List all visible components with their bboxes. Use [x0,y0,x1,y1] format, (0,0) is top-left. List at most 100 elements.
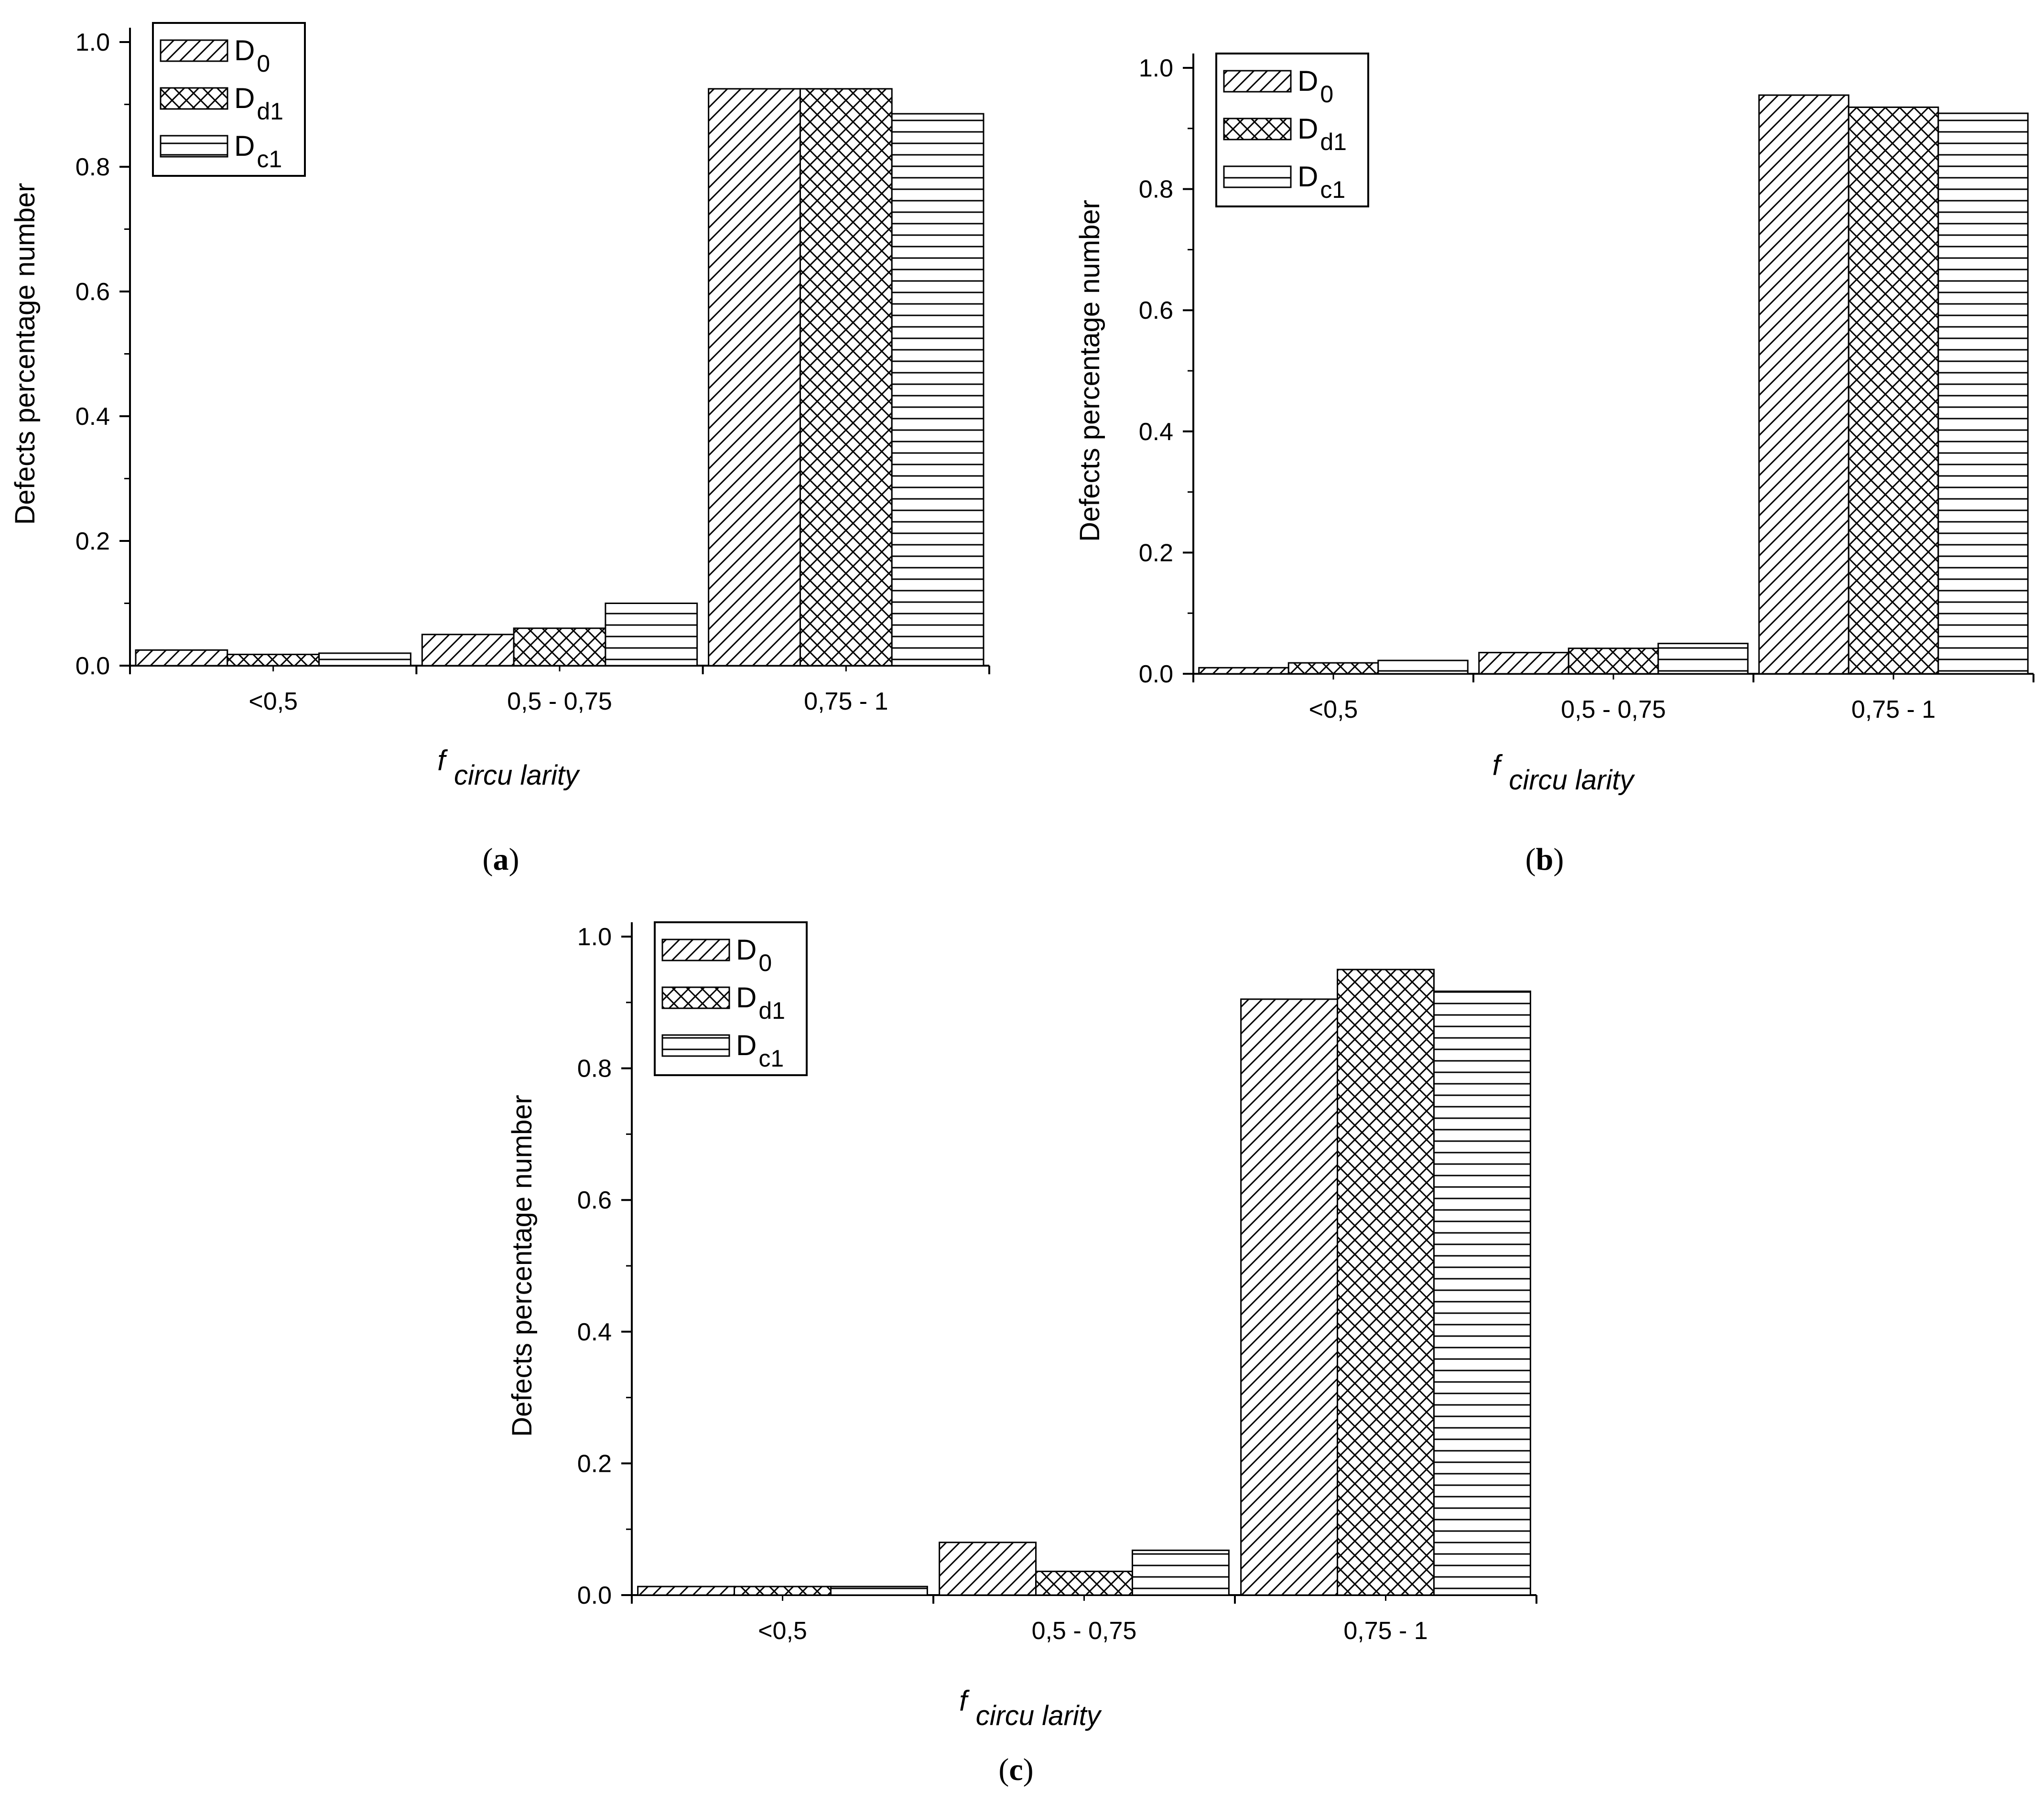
x-axis-label-sub: circu larity [976,1700,1102,1731]
legend-label-sub: c1 [758,1045,784,1072]
legend-swatch-D0 [160,39,228,62]
legend-swatch-D0 [1223,70,1292,93]
legend-label-sub: 0 [758,950,772,976]
legend-label-D0: D0 [736,934,772,976]
legend-label-sub: c1 [1320,176,1345,203]
panel-label-close: ) [1553,842,1564,877]
legend-label-Dc1: Dc1 [736,1029,784,1072]
y-tick-label: 0.8 [1139,176,1173,204]
x-tick-label: 0,5 - 0,75 [1032,1617,1137,1645]
x-axis-label-main: f [437,745,448,777]
bar-Dc1-0 [830,1586,928,1596]
y-tick-label: 0.0 [577,1582,612,1609]
panel-label-letter: c [1009,1752,1023,1787]
bar-Dc1-2 [1433,990,1531,1596]
bar-Dd1-2 [1848,106,1939,675]
legend-swatch-Dd1 [160,87,228,110]
y-tick-label: 0.2 [577,1450,612,1478]
legend-label-main: D [1298,65,1318,97]
panel-label: (c) [998,1752,1033,1787]
legend-swatch-Dd1 [1223,118,1292,140]
x-axis-label: f circu larity [437,745,580,791]
x-axis-label-main: f [1492,749,1503,781]
legend-label-sub: d1 [758,997,785,1024]
legend-swatch-Dd1 [661,986,730,1009]
x-tick-label: <0,5 [249,688,298,715]
legend-swatch-Dc1 [1223,165,1292,188]
y-tick-label: 1.0 [577,923,612,951]
x-tick-label: <0,5 [758,1617,807,1645]
x-tick-label: 0,75 - 1 [1851,696,1936,723]
legend-label-main: D [736,934,757,966]
bar-Dc1-2 [1937,112,2029,675]
legend-label-main: D [1298,113,1318,145]
bar-D0-1 [1478,652,1569,675]
bar-D0-0 [135,649,228,667]
x-tick-label: 0,5 - 0,75 [507,688,612,715]
x-axis-label-main: f [959,1685,970,1717]
legend-swatch-D0 [661,939,730,961]
y-tick-label: 0.8 [577,1055,612,1083]
bar-Dc1-2 [891,113,984,667]
chart-panel-c: 0.0 0.2 0.4 0.6 0.8 1.0 <0,5 0,5 - 0,75 0,75 - 1… [507,921,1537,1787]
y-tick-label: 0.0 [1139,660,1173,688]
y-axis-label: Defects percentage number [1074,200,1105,542]
x-tick-label: <0,5 [1309,696,1358,723]
y-tick-label: 0.6 [76,278,110,306]
x-axis-label: f circu larity [959,1685,1102,1731]
bar-Dc1-0 [318,652,411,667]
bar-D0-0 [1198,667,1289,675]
y-tick-label: 0.6 [1139,297,1173,324]
y-tick-label: 0.4 [577,1318,612,1346]
bar-D0-2 [708,88,801,667]
bar-D0-1 [421,634,515,667]
x-tick-label: 0,5 - 0,75 [1561,696,1666,723]
y-tick-label: 0.6 [577,1187,612,1214]
legend-label-main: D [234,34,255,66]
bar-D0-1 [939,1542,1037,1596]
bar-Dd1-2 [799,88,893,667]
chart-panel-a: 0.0 0.2 0.4 0.6 0.8 1.0 <0,5 0,5 - 0,75 0,75 - 1… [10,22,990,877]
y-tick-label: 1.0 [1139,54,1173,82]
x-tick-label: 0,75 - 1 [1343,1617,1428,1645]
legend-label-sub: c1 [257,146,282,173]
panel-label-close: ) [1023,1752,1034,1787]
panel-label-letter: a [493,842,509,877]
x-axis-label-sub: circu larity [1509,765,1635,796]
legend-swatch-Dc1 [160,135,228,158]
bar-D0-2 [1240,998,1339,1596]
legend-label-sub: d1 [257,98,283,125]
legend-label-sub: 0 [257,50,270,77]
x-axis-label-sub: circu larity [454,760,580,791]
bar-Dd1-0 [227,654,320,667]
panel-label-open: ( [1525,842,1536,877]
bar-Dd1-1 [1568,647,1659,675]
bar-Dc1-0 [1377,659,1469,675]
y-tick-label: 1.0 [76,29,110,56]
bar-Dc1-1 [1131,1549,1230,1596]
legend-label-sub: 0 [1320,81,1333,108]
legend-label-Dd1: Dd1 [736,982,785,1024]
bar-Dc1-1 [1657,643,1749,675]
y-axis-label: Defects percentage number [10,183,41,525]
x-axis-label: f circu larity [1492,749,1635,796]
legend-label-main: D [234,82,255,114]
y-tick-label: 0.0 [76,652,110,680]
legend-label-Dc1: Dc1 [234,130,282,173]
y-tick-label: 0.8 [76,153,110,181]
panel-label: (a) [483,842,519,877]
y-tick-label: 0.2 [76,528,110,555]
chart-panel-b: 0.0 0.2 0.4 0.6 0.8 1.0 <0,5 0,5 - 0,75 0,75 - 1… [1074,53,2034,877]
bar-Dd1-0 [1287,662,1379,675]
legend-label-main: D [234,130,255,162]
bar-Dd1-0 [734,1586,832,1596]
y-tick-label: 0.4 [76,403,110,431]
bar-D0-2 [1758,94,1849,675]
panel-label-letter: b [1536,842,1554,877]
legend-label-Dd1: Dd1 [234,82,283,125]
panel-label-open: ( [483,842,493,877]
legend-label-main: D [736,982,757,1014]
x-tick-label: 0,75 - 1 [804,688,888,715]
bar-Dc1-1 [605,603,698,667]
